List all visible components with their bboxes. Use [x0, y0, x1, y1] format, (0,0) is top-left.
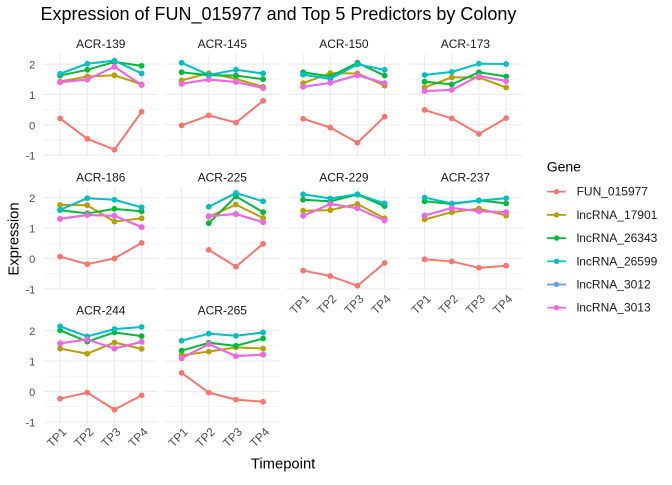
svg-text:ACR-139: ACR-139	[76, 37, 126, 51]
svg-text:0: 0	[29, 120, 35, 132]
svg-text:-1: -1	[26, 417, 36, 429]
svg-text:1: 1	[29, 357, 35, 369]
svg-text:1: 1	[29, 224, 35, 236]
svg-text:-1: -1	[26, 284, 36, 296]
svg-text:Gene: Gene	[547, 159, 581, 175]
svg-text:2: 2	[29, 326, 35, 338]
svg-text:FUN_015977: FUN_015977	[577, 185, 649, 199]
svg-text:2: 2	[29, 193, 35, 205]
svg-text:2: 2	[29, 60, 35, 72]
svg-text:ACR-145: ACR-145	[198, 37, 248, 51]
svg-text:Expression: Expression	[7, 202, 23, 275]
svg-text:ACR-225: ACR-225	[198, 171, 248, 185]
svg-text:ACR-173: ACR-173	[441, 37, 491, 51]
svg-text:ACR-186: ACR-186	[76, 171, 126, 185]
svg-text:0: 0	[29, 387, 35, 399]
svg-text:lncRNA_17901: lncRNA_17901	[577, 208, 658, 222]
svg-text:ACR-244: ACR-244	[76, 304, 126, 318]
svg-text:-1: -1	[26, 151, 36, 163]
svg-text:ACR-265: ACR-265	[198, 304, 248, 318]
svg-text:lncRNA_3013: lncRNA_3013	[577, 301, 651, 315]
svg-text:Timepoint: Timepoint	[251, 456, 315, 472]
svg-text:ACR-237: ACR-237	[441, 171, 491, 185]
svg-text:Expression of FUN_015977 and T: Expression of FUN_015977 and Top 5 Predi…	[41, 4, 517, 25]
svg-text:ACR-150: ACR-150	[319, 37, 369, 51]
svg-text:1: 1	[29, 90, 35, 102]
svg-text:0: 0	[29, 254, 35, 266]
svg-text:ACR-229: ACR-229	[319, 171, 369, 185]
svg-text:lncRNA_26343: lncRNA_26343	[577, 231, 658, 245]
svg-text:lncRNA_3012: lncRNA_3012	[577, 278, 651, 292]
svg-text:lncRNA_26599: lncRNA_26599	[577, 254, 658, 268]
